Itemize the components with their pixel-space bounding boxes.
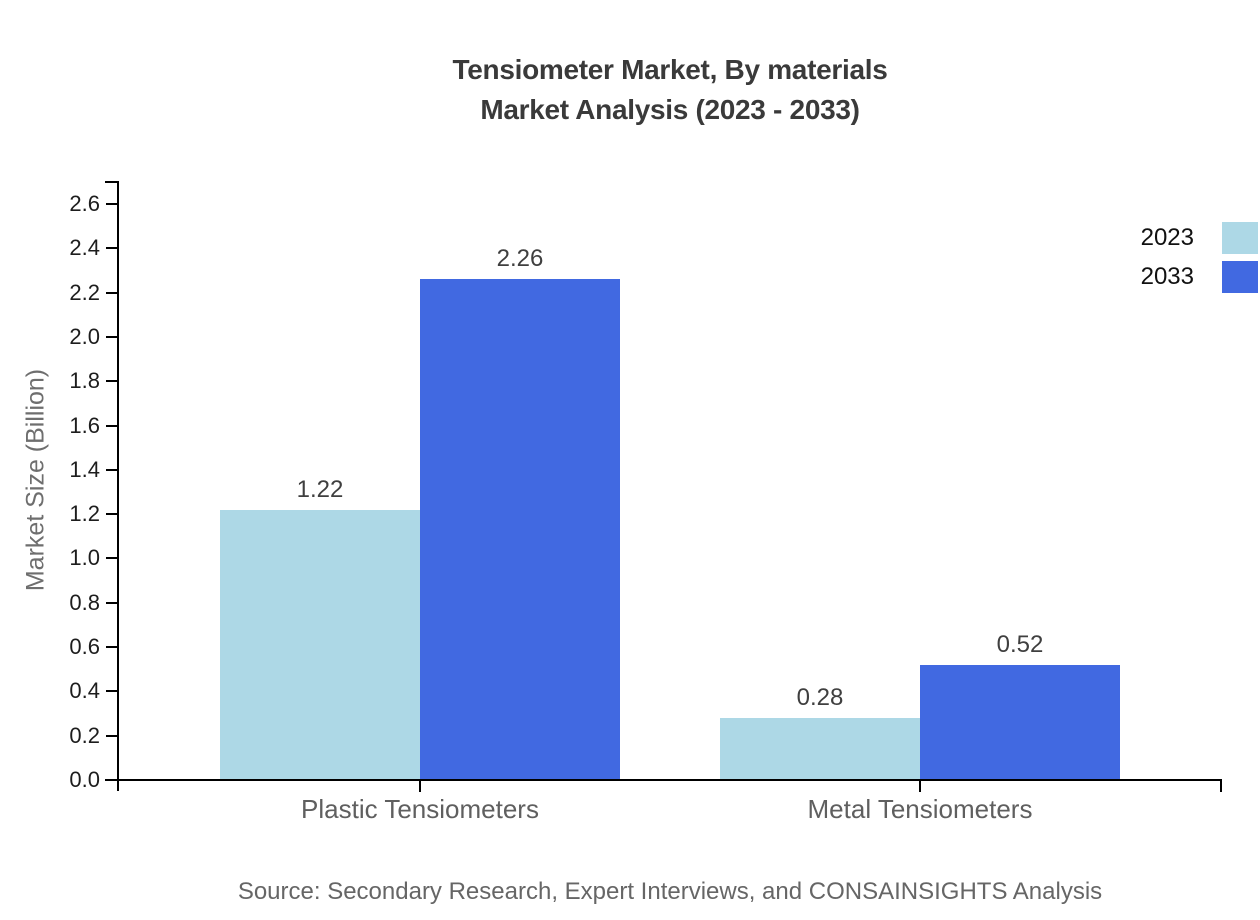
y-tick-label: 0.4 xyxy=(69,678,100,704)
chart-title: Tensiometer Market, By materials Market … xyxy=(118,50,1222,130)
source-note: Source: Secondary Research, Expert Inter… xyxy=(237,878,1103,905)
x-category-label: Plastic Tensiometers xyxy=(301,794,539,824)
y-tick-mark xyxy=(106,646,118,649)
x-tick-mark xyxy=(419,780,421,792)
chart-title-line2: Market Analysis (2023 - 2033) xyxy=(480,94,860,125)
legend-label: 2023 xyxy=(1140,224,1194,251)
y-tick-mark xyxy=(106,734,118,737)
y-tick-mark xyxy=(106,468,118,471)
legend-label: 2033 xyxy=(1140,263,1194,290)
y-tick-label: 1.4 xyxy=(69,456,100,482)
y-tick-mark xyxy=(106,557,118,560)
y-tick-label: 1.6 xyxy=(69,412,100,438)
bar-2023-1 xyxy=(720,718,920,780)
y-tick-label: 1.8 xyxy=(69,368,100,394)
y-tick-label: 1.2 xyxy=(69,501,100,527)
bar-value-label: 1.22 xyxy=(296,476,344,503)
x-tick-mark xyxy=(919,780,921,792)
x-category-label: Metal Tensiometers xyxy=(807,794,1033,824)
y-tick-mark xyxy=(106,335,118,338)
y-tick-mark xyxy=(106,424,118,427)
y-axis-top-cap xyxy=(105,181,119,183)
bar-value-label: 0.52 xyxy=(996,631,1044,658)
legend-item: 2033 xyxy=(1141,261,1258,293)
y-tick-label: 2.6 xyxy=(69,190,100,216)
bar-value-label: 2.26 xyxy=(496,245,544,272)
y-tick-label: 1.0 xyxy=(69,545,100,571)
bar-2023-0 xyxy=(220,510,420,780)
y-tick-label: 2.4 xyxy=(69,235,100,261)
bar-2033-0 xyxy=(420,279,620,780)
y-tick-label: 0.0 xyxy=(69,767,100,792)
bar-value-label: 0.28 xyxy=(796,684,844,711)
legend-item: 2023 xyxy=(1141,222,1258,254)
legend-swatch xyxy=(1222,222,1258,254)
y-tick-label: 2.2 xyxy=(69,279,100,305)
y-tick-label: 0.2 xyxy=(69,722,100,748)
y-tick-mark xyxy=(106,690,118,693)
y-tick-mark xyxy=(106,291,118,294)
chart-title-line1: Tensiometer Market, By materials xyxy=(452,54,888,85)
x-axis-line xyxy=(105,779,1222,781)
y-tick-label: 0.8 xyxy=(69,589,100,615)
y-tick-label: 2.0 xyxy=(69,323,100,349)
y-tick-mark xyxy=(106,601,118,604)
y-tick-mark xyxy=(106,513,118,516)
y-tick-mark xyxy=(106,380,118,383)
y-tick-label: 0.6 xyxy=(69,634,100,660)
y-tick-mark xyxy=(106,247,118,250)
x-axis-end-cap xyxy=(1220,779,1222,792)
bar-2033-1 xyxy=(920,665,1120,780)
y-tick-mark xyxy=(106,202,118,205)
legend: 2023 2033 xyxy=(1141,222,1258,300)
legend-swatch xyxy=(1222,261,1258,293)
y-tick-mark xyxy=(106,779,118,781)
y-axis-line xyxy=(117,181,119,791)
